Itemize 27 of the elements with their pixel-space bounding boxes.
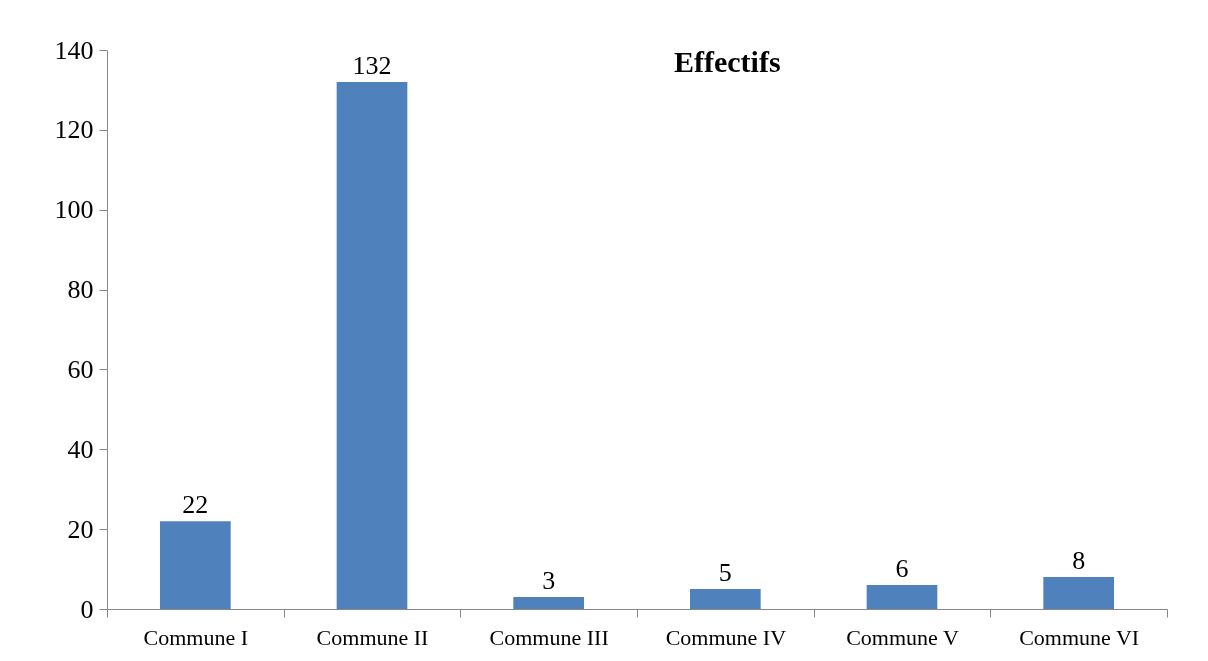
bar: [1043, 577, 1114, 609]
y-tick-label: 20: [67, 514, 94, 544]
y-tick-label: 140: [54, 35, 94, 65]
y-tick-label: 100: [54, 195, 94, 225]
data-label: 8: [1072, 546, 1086, 576]
bar: [866, 585, 938, 609]
x-tick-label: Commune I: [143, 624, 249, 650]
y-tick-label: 80: [67, 275, 94, 305]
bar: [160, 521, 231, 609]
bar: [690, 589, 761, 609]
x-tick-label: Commune VI: [1019, 624, 1140, 650]
y-tick-label: 0: [80, 594, 94, 624]
bar: [513, 597, 584, 609]
data-label: 3: [542, 566, 556, 596]
y-tick-label: 40: [67, 434, 94, 464]
x-tick-label: Commune III: [489, 624, 609, 650]
y-tick-label: 60: [67, 354, 94, 384]
x-tick-label: Commune IV: [665, 624, 787, 650]
data-label: 5: [718, 558, 732, 588]
data-label: 132: [352, 50, 392, 80]
y-tick-label: 120: [54, 115, 94, 145]
x-tick-label: Commune V: [846, 624, 959, 650]
bar: [336, 81, 408, 609]
chart-title: Effectifs: [674, 45, 781, 78]
x-tick-label: Commune II: [316, 624, 429, 650]
data-label: 22: [182, 490, 209, 520]
data-label: 6: [895, 554, 909, 584]
